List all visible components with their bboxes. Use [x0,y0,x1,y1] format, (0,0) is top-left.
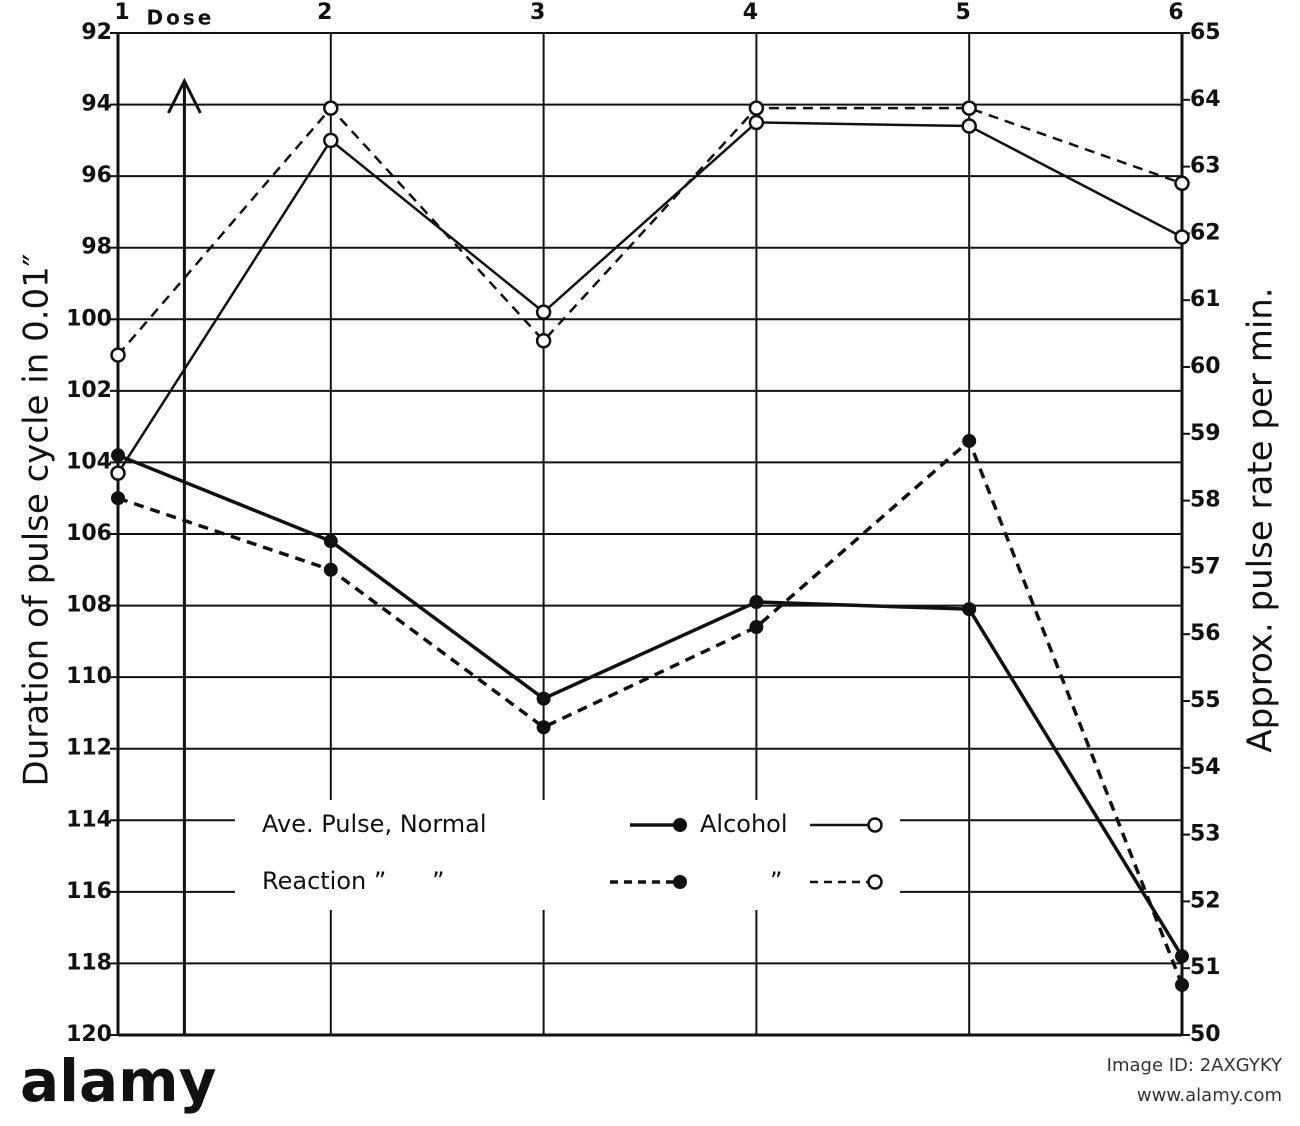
series-line [116,121,1183,474]
marker [535,304,552,320]
x-tick-label: 6 [1168,0,1183,25]
marker [867,817,883,833]
y-axis-label: Duration of pulse cycle in 0.01″ [17,254,57,787]
marker [867,874,883,890]
y-tick-label: 92 [81,20,112,45]
legend-label: Alcohol [700,810,788,838]
footer-bar [0,1040,1300,1126]
y2-tick-label: 51 [1190,955,1221,980]
marker [962,433,977,448]
y2-axis-label: Approx. pulse rate per min. [1241,287,1281,752]
annotation-label: Dose [146,6,214,30]
marker [323,562,338,577]
x-tick-label: 3 [530,0,545,25]
legend-box [235,800,900,910]
y2-tick-label: 65 [1190,20,1221,45]
y-tick-label: 100 [66,306,112,331]
marker [1174,229,1190,245]
y-tick-label: 106 [66,521,112,546]
y-tick-label: 104 [66,449,112,474]
y2-tick-label: 52 [1190,888,1221,913]
marker [536,720,551,735]
marker [111,491,125,506]
y-tick-label: 112 [66,736,112,761]
y2-tick-label: 50 [1190,1022,1221,1047]
y2-tick-label: 57 [1190,554,1221,579]
y-tick-label: 118 [66,950,112,975]
y-tick-label: 108 [66,593,112,618]
marker [748,114,765,131]
legend-label: Ave. Pulse, Normal [262,810,487,838]
y-tick-label: 96 [81,163,112,188]
y-tick-label: 98 [81,235,112,260]
dose-arrow-head [167,77,202,114]
legend-label: Reaction ” ” [262,867,445,895]
series-line [117,453,1184,958]
marker [962,602,977,617]
x-tick-label: 5 [956,0,971,25]
marker [110,347,126,363]
legend-label: ” [770,867,782,895]
marker [1175,949,1189,964]
marker [673,875,687,889]
y-tick-label: 102 [66,378,112,403]
marker [1174,175,1190,192]
y-tick-label: 110 [66,664,112,689]
marker [749,594,764,609]
y2-tick-label: 59 [1190,421,1221,446]
y2-tick-label: 63 [1190,154,1221,179]
marker [961,118,977,134]
y2-tick-label: 60 [1190,354,1221,379]
y2-tick-label: 62 [1190,220,1221,245]
marker [1175,977,1189,992]
y2-tick-label: 56 [1190,621,1221,646]
y2-tick-label: 61 [1190,287,1221,312]
y2-tick-label: 55 [1190,688,1221,713]
marker [748,100,765,116]
y2-tick-label: 58 [1190,488,1221,513]
y-tick-label: 114 [66,807,112,832]
marker [535,333,552,349]
marker [961,100,977,116]
marker [323,534,338,549]
marker [323,100,339,116]
y-tick-label: 120 [66,1022,112,1047]
y2-tick-label: 54 [1190,755,1221,780]
x-tick-label: 4 [743,0,758,25]
marker [323,132,339,149]
marker [749,620,764,635]
series-line [117,438,1184,986]
x-tick-label: 1 [114,0,129,25]
marker [111,448,125,463]
marker [536,691,551,706]
y-tick-label: 116 [66,879,112,904]
footer-image-id: Image ID: 2AXGYKY [1107,1055,1283,1076]
marker [673,818,687,832]
y-tick-label: 94 [81,92,112,117]
x-tick-label: 2 [317,0,332,25]
footer-url: www.alamy.com [1137,1085,1282,1106]
footer-brand: alamy [20,1047,216,1115]
legend: Ave. Pulse, Normal Alcohol Reaction ” ” ” [235,800,900,910]
marker [110,465,126,481]
y2-tick-label: 53 [1190,822,1221,847]
y2-tick-label: 64 [1190,87,1221,112]
